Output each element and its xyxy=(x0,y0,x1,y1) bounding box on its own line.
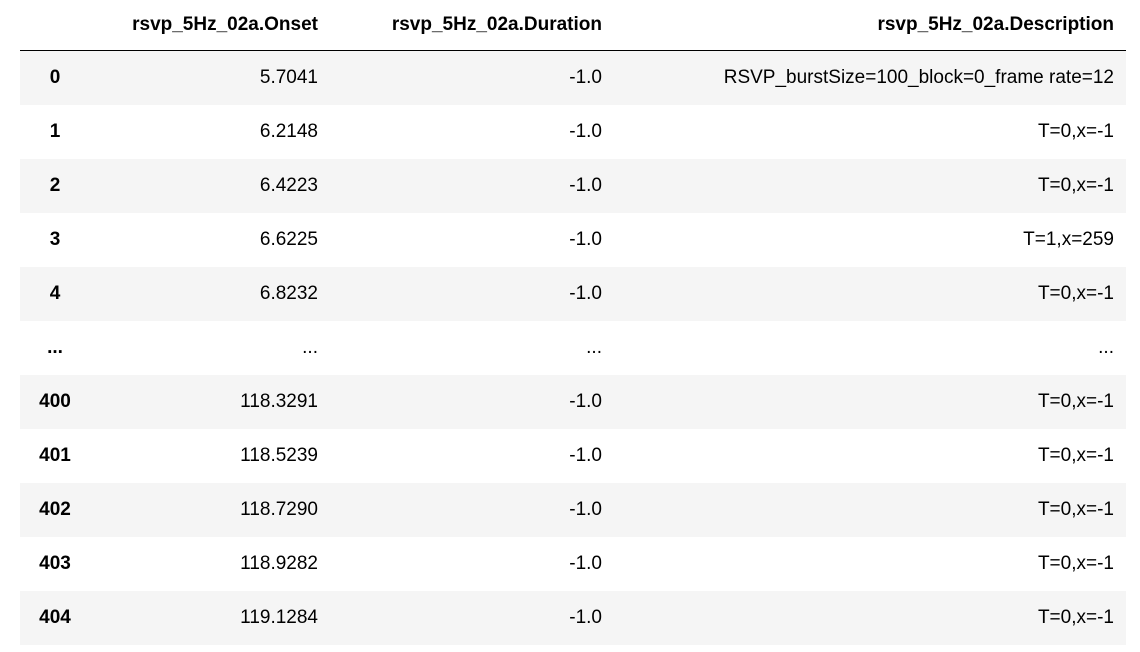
row-index: 403 xyxy=(39,553,71,574)
table-row: 4 6.8232 -1.0 T=0,x=-1 xyxy=(20,267,1126,321)
row-index: 402 xyxy=(39,499,71,520)
table-cell: T=0,x=-1 xyxy=(1037,391,1114,412)
table-cell: 6.6225 xyxy=(259,229,318,250)
table-cell: -1.0 xyxy=(569,175,602,196)
column-header: rsvp_5Hz_02a.Description xyxy=(614,0,1126,51)
row-index: 400 xyxy=(39,391,71,412)
table-row: 2 6.4223 -1.0 T=0,x=-1 xyxy=(20,159,1126,213)
row-index: ... xyxy=(47,337,63,358)
index-header xyxy=(20,0,90,51)
table-row: 3 6.6225 -1.0 T=1,x=259 xyxy=(20,213,1126,267)
row-index: 401 xyxy=(39,445,71,466)
table-cell: ... xyxy=(302,337,318,358)
table-row: 1 6.2148 -1.0 T=0,x=-1 xyxy=(20,105,1126,159)
table-row: 401 118.5239 -1.0 T=0,x=-1 xyxy=(20,429,1126,483)
table-cell: -1.0 xyxy=(569,553,602,574)
column-header: rsvp_5Hz_02a.Onset xyxy=(90,0,330,51)
table-cell: 119.1284 xyxy=(240,607,318,628)
table-body: 0 5.7041 -1.0 RSVP_burstSize=100_block=0_fr… xyxy=(20,50,1126,645)
table-cell: 5.7041 xyxy=(259,67,318,88)
table-cell: ... xyxy=(1098,337,1114,358)
row-index: 2 xyxy=(49,175,61,196)
table-row: 404 119.1284 -1.0 T=0,x=-1 xyxy=(20,591,1126,645)
table-cell: 118.7290 xyxy=(240,499,318,520)
table-cell: RSVP_burstSize=100_block=0_frame rate=12 xyxy=(723,67,1114,88)
table-cell: T=1,x=259 xyxy=(1023,229,1114,250)
row-index: 404 xyxy=(39,607,71,628)
table-cell: 6.2148 xyxy=(259,121,318,142)
table-cell: T=0,x=-1 xyxy=(1037,121,1114,142)
table-cell: -1.0 xyxy=(569,391,602,412)
table-cell: -1.0 xyxy=(569,445,602,466)
table-cell: 6.4223 xyxy=(259,175,318,196)
table-cell: T=0,x=-1 xyxy=(1037,607,1114,628)
row-index: 3 xyxy=(49,229,61,250)
header-row: rsvp_5Hz_02a.Onset rsvp_5Hz_02a.Duration r… xyxy=(20,0,1126,51)
table-cell: -1.0 xyxy=(569,283,602,304)
table-cell: -1.0 xyxy=(569,499,602,520)
table-row: 402 118.7290 -1.0 T=0,x=-1 xyxy=(20,483,1126,537)
table-header: rsvp_5Hz_02a.Onset rsvp_5Hz_02a.Duration r… xyxy=(20,0,1126,51)
table-cell: 118.5239 xyxy=(240,445,318,466)
table-cell: T=0,x=-1 xyxy=(1037,499,1114,520)
table-cell: ... xyxy=(586,337,602,358)
table-cell: -1.0 xyxy=(569,607,602,628)
row-index: 0 xyxy=(49,67,61,88)
table-cell: 118.3291 xyxy=(240,391,318,412)
table-cell: 6.8232 xyxy=(259,283,318,304)
table-row: 400 118.3291 -1.0 T=0,x=-1 xyxy=(20,375,1126,429)
row-index: 1 xyxy=(49,121,61,142)
table-cell: 118.9282 xyxy=(240,553,318,574)
dataframe-table: rsvp_5Hz_02a.Onset rsvp_5Hz_02a.Duration r… xyxy=(20,0,1126,645)
table-cell: T=0,x=-1 xyxy=(1037,553,1114,574)
table-row: 403 118.9282 -1.0 T=0,x=-1 xyxy=(20,537,1126,591)
table-row: ............ xyxy=(20,321,1126,375)
table-cell: T=0,x=-1 xyxy=(1037,283,1114,304)
table-cell: -1.0 xyxy=(569,67,602,88)
column-header: rsvp_5Hz_02a.Duration xyxy=(330,0,614,51)
table-cell: -1.0 xyxy=(569,229,602,250)
table-cell: T=0,x=-1 xyxy=(1037,175,1114,196)
row-index: 4 xyxy=(49,283,61,304)
table-row: 0 5.7041 -1.0 RSVP_burstSize=100_block=0_fr… xyxy=(20,50,1126,105)
table-cell: -1.0 xyxy=(569,121,602,142)
table-cell: T=0,x=-1 xyxy=(1037,445,1114,466)
